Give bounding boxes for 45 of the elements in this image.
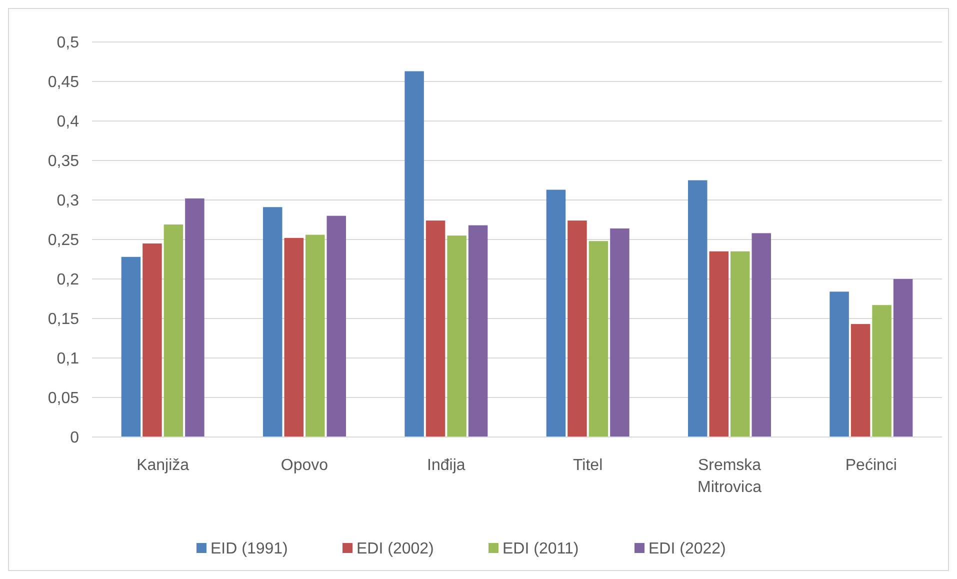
bar: [142, 243, 162, 437]
x-tick-label: Pećinci: [845, 457, 897, 474]
bar: [468, 225, 488, 437]
bar: [588, 241, 608, 437]
y-tick-label: 0,35: [48, 153, 80, 170]
x-tick-label: Sremska Mitrovica: [697, 457, 762, 496]
legend-label: EDI (2022): [648, 540, 726, 558]
bar: [326, 216, 346, 437]
legend-label: EDI (2002): [356, 540, 434, 558]
bar: [284, 238, 304, 437]
x-tick-label: Titel: [573, 457, 603, 474]
bar: [893, 279, 913, 437]
bar: [872, 305, 892, 437]
bar: [263, 207, 282, 437]
bar: [404, 71, 424, 437]
legend-label: EID (1991): [210, 540, 288, 558]
bar: [688, 180, 708, 437]
bar: [850, 324, 870, 437]
bar: [752, 233, 771, 437]
bar: [185, 198, 204, 437]
bar: [830, 292, 849, 437]
y-tick-label: 0,25: [48, 232, 80, 250]
legend-label: EDI (2011): [502, 540, 579, 558]
x-tick-label: Kanjiža: [136, 457, 190, 474]
y-tick-label: 0,45: [48, 74, 80, 92]
y-tick-label: 0,4: [56, 114, 80, 131]
bar: [730, 251, 750, 437]
y-tick-label: 0,15: [48, 311, 80, 328]
y-tick-label: 0,5: [56, 34, 80, 52]
x-tick-label: Inđija: [427, 457, 466, 474]
y-tick-label: 0,3: [56, 192, 80, 210]
bar: [447, 236, 466, 437]
bar: [306, 234, 325, 437]
bar: [546, 190, 566, 437]
x-tick-label: Opovo: [280, 457, 328, 474]
bar: [121, 256, 141, 437]
y-tick-label: 0,05: [48, 390, 80, 408]
y-tick-label: 0,2: [56, 272, 80, 289]
bar: [709, 251, 728, 437]
bar: [164, 224, 184, 437]
bar: [568, 220, 587, 437]
y-tick-label: 0: [70, 430, 80, 447]
bar: [426, 220, 446, 437]
bar: [610, 228, 630, 437]
y-tick-label: 0,1: [56, 350, 80, 368]
